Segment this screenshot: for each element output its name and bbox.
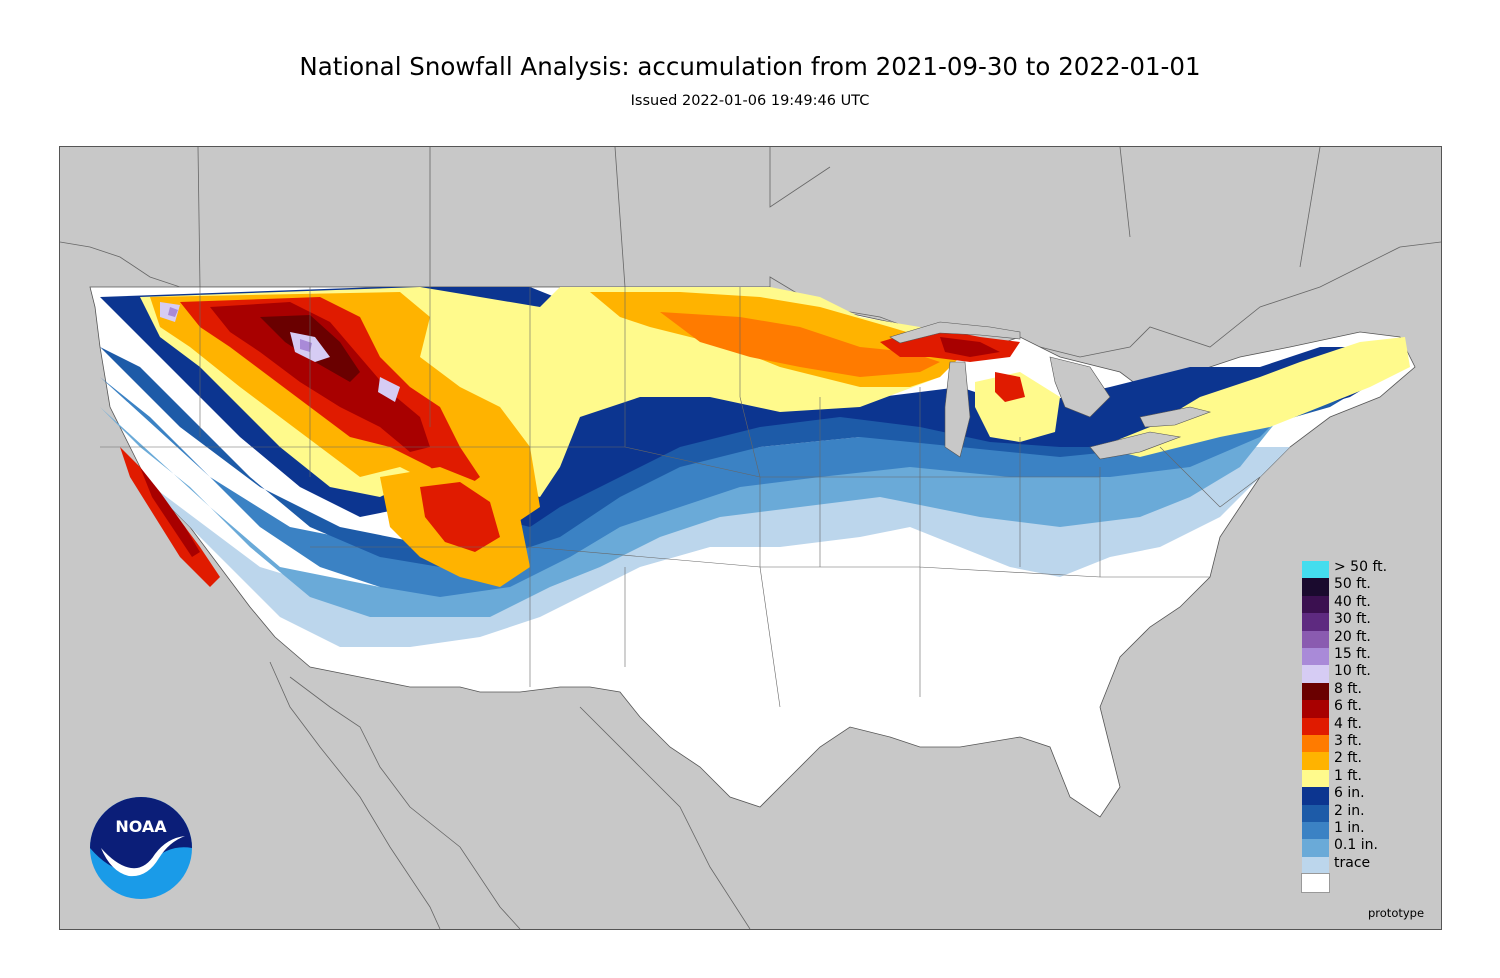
state-borders (100, 287, 1261, 708)
issued-timestamp: Issued 2022-01-06 19:49:46 UTC (630, 93, 870, 109)
legend-swatch (1302, 822, 1329, 840)
legend-item: 6 ft. (1302, 698, 1442, 718)
legend-swatch (1302, 613, 1329, 631)
legend-label: 0.1 in. (1334, 837, 1378, 854)
legend-label: 6 in. (1334, 785, 1365, 802)
lake-erie (1089, 431, 1182, 460)
legend-item: 8 ft. (1302, 680, 1442, 701)
legend-item: 2 ft. (1302, 750, 1442, 770)
legend-swatch (1302, 665, 1329, 683)
legend-item: 1 ft. (1302, 767, 1442, 788)
legend-item: 20 ft. (1302, 628, 1442, 648)
legend-label: 6 ft. (1334, 698, 1362, 715)
mexico-coastline (269, 661, 751, 929)
legend-label: 10 ft. (1334, 663, 1371, 680)
legend-label: 30 ft. (1334, 611, 1371, 628)
legend-item: > 50 ft. (1302, 559, 1442, 579)
legend-item: 3 ft. (1302, 733, 1442, 753)
map-canvas (60, 147, 1441, 929)
snow-sierra-core (140, 467, 200, 557)
legend-label: 40 ft. (1334, 593, 1371, 610)
legend-swatch (1302, 578, 1329, 596)
legend-swatch (1302, 561, 1329, 579)
legend-item: 0.1 in. (1302, 837, 1442, 857)
legend-swatch (1302, 752, 1329, 770)
legend-swatch (1302, 856, 1329, 875)
legend-swatch (1302, 648, 1329, 666)
legend-item: 30 ft. (1302, 611, 1442, 631)
legend-label: 1 in. (1334, 820, 1365, 836)
legend-swatch (1301, 873, 1330, 893)
legend-item: 2 in. (1302, 802, 1442, 822)
legend-label: 15 ft. (1334, 646, 1371, 662)
legend-label: 4 ft. (1334, 715, 1362, 732)
legend-item: 6 in. (1302, 785, 1442, 805)
legend-item: 50 ft. (1302, 576, 1442, 596)
legend-swatch (1302, 682, 1329, 701)
lake-superior (889, 321, 1021, 344)
legend-swatch (1302, 769, 1329, 788)
legend-swatch (1302, 717, 1329, 735)
snow-6ft-west (210, 302, 430, 452)
legend-label: 1 ft. (1334, 767, 1362, 784)
legend-swatch (1302, 804, 1329, 822)
legend-item: 10 ft. (1302, 663, 1442, 683)
snowfall-map (59, 146, 1442, 930)
snow-1ft-northeast (1100, 337, 1410, 457)
snow-6ft-michigan-up (940, 337, 1000, 357)
legend-item: 15 ft. (1302, 646, 1442, 666)
legend-swatch (1302, 839, 1329, 857)
legend-label: 2 ft. (1334, 750, 1362, 767)
legend-item (1301, 873, 1442, 893)
noaa-logo: NOAA (90, 797, 192, 899)
legend-label: > 50 ft. (1334, 559, 1388, 575)
snow-3ft-michigan-lp (995, 372, 1025, 402)
snow-rockies-south-core (420, 482, 500, 552)
legend-swatch (1302, 787, 1329, 805)
lake-michigan (944, 361, 971, 458)
legend-item: 40 ft. (1302, 593, 1442, 614)
legend-swatch (1302, 700, 1329, 718)
legend-item: 4 ft. (1302, 715, 1442, 735)
lake-huron (1049, 356, 1111, 418)
noaa-logo-text: NOAA (115, 817, 167, 836)
legend-label: 20 ft. (1334, 628, 1371, 645)
legend-label: trace (1334, 854, 1371, 871)
legend-swatch (1302, 630, 1329, 648)
legend-swatch (1302, 595, 1329, 614)
legend-label: 8 ft. (1334, 680, 1362, 697)
legend-item: 1 in. (1302, 820, 1442, 840)
legend-label: 2 in. (1334, 802, 1365, 819)
snow-3ft-zone (660, 312, 940, 377)
legend-label: 50 ft. (1334, 576, 1371, 593)
legend-label: 3 ft. (1334, 733, 1362, 749)
legend-swatch (1302, 735, 1329, 753)
canada-province-lines (197, 147, 1321, 288)
map-title: National Snowfall Analysis: accumulation… (299, 52, 1201, 81)
lake-ontario (1139, 406, 1212, 428)
legend-item: trace (1302, 854, 1442, 875)
prototype-watermark: prototype (1368, 906, 1425, 920)
